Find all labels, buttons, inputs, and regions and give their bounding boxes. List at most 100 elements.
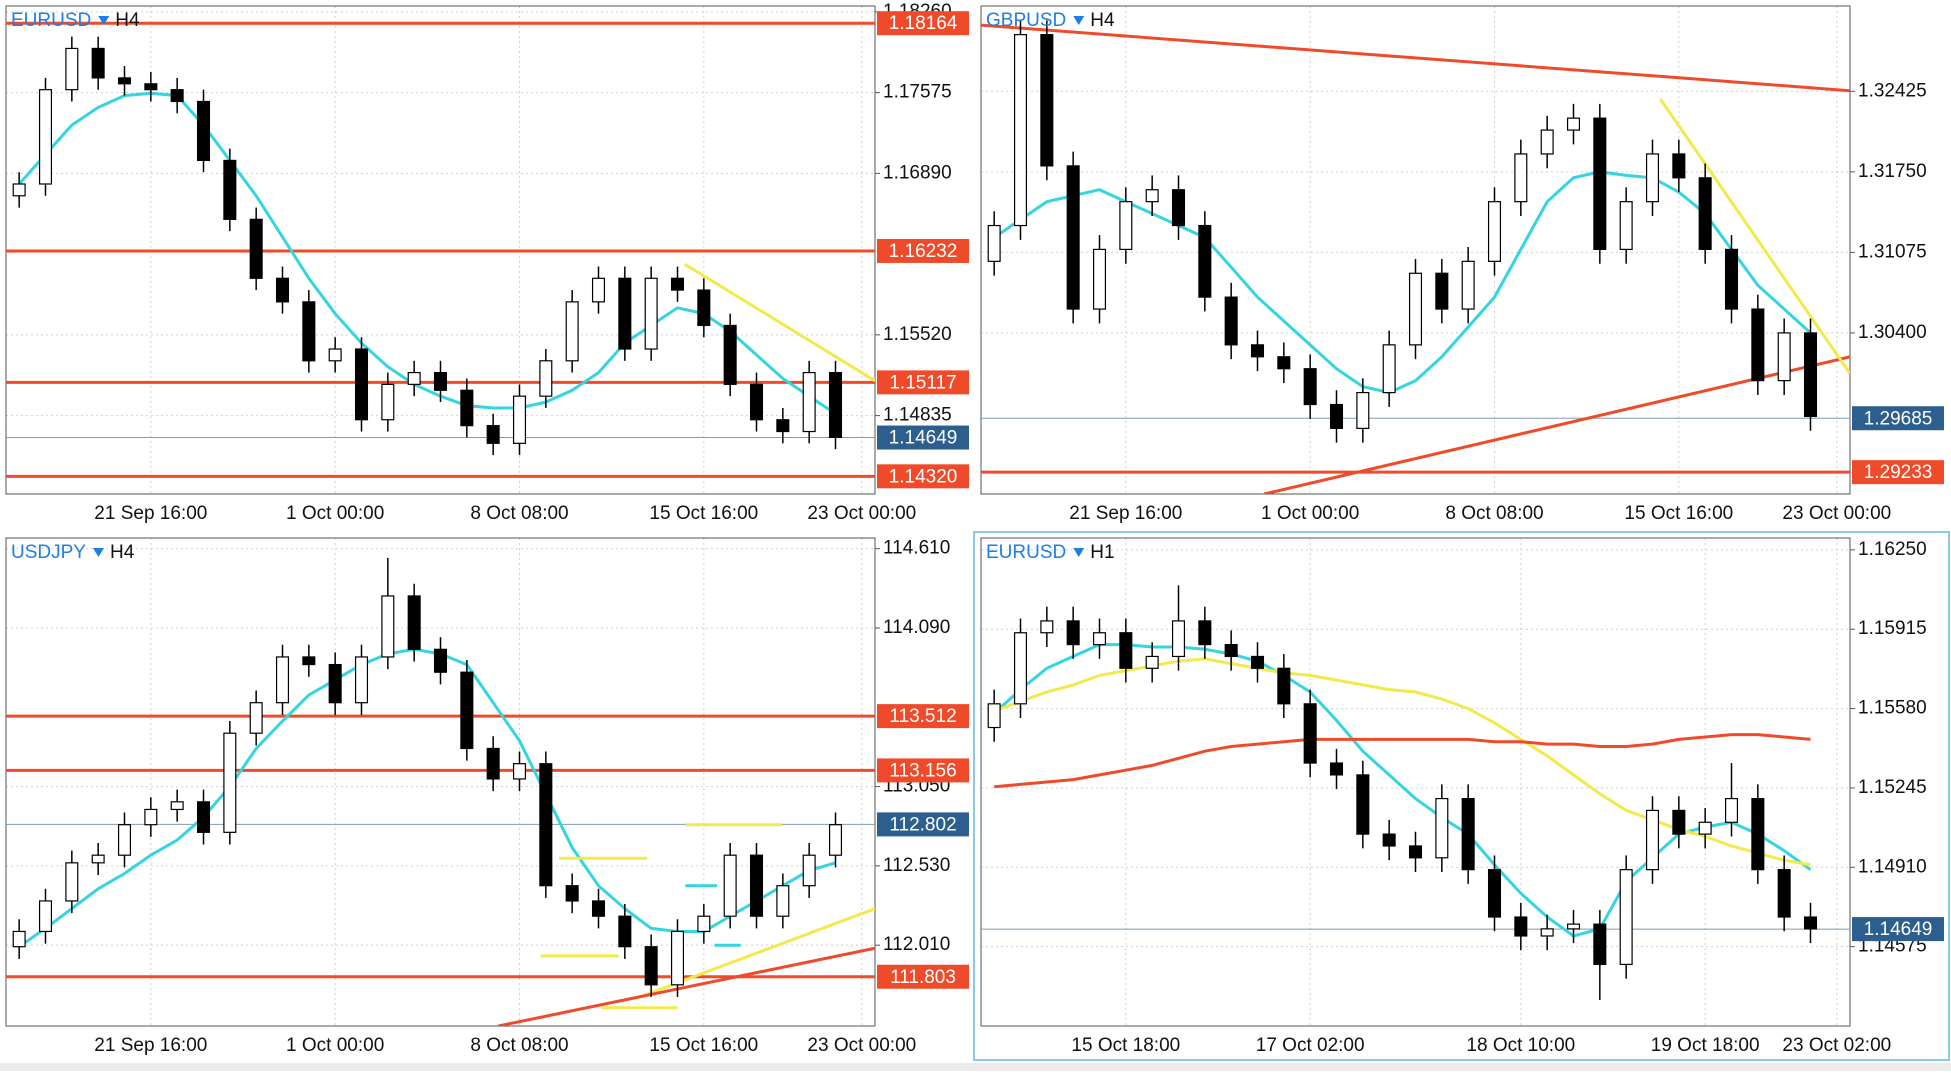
x-tick-label: 21 Sep 16:00 bbox=[1069, 503, 1182, 524]
candle-body bbox=[1408, 272, 1423, 346]
candle-body bbox=[1145, 655, 1159, 669]
candle-body bbox=[1277, 667, 1291, 705]
candle-body bbox=[618, 277, 632, 350]
candle-body bbox=[828, 371, 843, 439]
candle-body bbox=[1198, 620, 1212, 646]
candle-body bbox=[1224, 644, 1238, 658]
candle-body bbox=[987, 224, 1001, 262]
x-tick-label: 19 Oct 18:00 bbox=[1651, 1035, 1760, 1056]
candle-body bbox=[196, 100, 211, 162]
candle-body bbox=[1356, 391, 1370, 429]
candle-body bbox=[1145, 189, 1159, 203]
active-frame bbox=[973, 531, 1950, 1061]
current-price-label: 1.14649 bbox=[889, 428, 958, 449]
plot-content bbox=[6, 557, 875, 1026]
candle-body bbox=[1751, 308, 1765, 382]
chart-panel: 21 Sep 16:00 1 Oct 00:00 8 Oct 08:00 15 Oct… bbox=[5, 537, 969, 1056]
candle-body bbox=[1514, 916, 1528, 937]
symbol-dropdown bbox=[1073, 16, 1085, 25]
candle-body bbox=[1092, 632, 1107, 646]
current-price-label: 1.14649 bbox=[1864, 919, 1933, 940]
symbol-dropdown bbox=[1073, 548, 1085, 557]
candle-body bbox=[723, 854, 737, 917]
level-label: 113.512 bbox=[889, 706, 956, 727]
candle-body bbox=[828, 824, 843, 856]
candle-body bbox=[486, 425, 500, 444]
candle-body bbox=[170, 801, 184, 811]
candle-body bbox=[697, 289, 711, 327]
candle-body bbox=[802, 371, 816, 433]
level-label-box bbox=[877, 758, 969, 783]
candle-body bbox=[144, 808, 158, 826]
candle-body bbox=[539, 360, 553, 397]
y-tick-label: 1.31750 bbox=[1858, 161, 1927, 182]
y-tick-label: 1.16250 bbox=[1858, 539, 1927, 560]
candle-body bbox=[117, 77, 132, 85]
x-tick-label: 21 Sep 16:00 bbox=[94, 503, 207, 524]
candle-body bbox=[591, 277, 606, 303]
timeframe: H1 bbox=[1090, 542, 1114, 563]
candle-body bbox=[802, 854, 816, 887]
candle-body bbox=[223, 159, 237, 220]
candle-body bbox=[1066, 620, 1080, 646]
candle-body bbox=[512, 395, 527, 444]
candle-body bbox=[1408, 845, 1423, 859]
candle-body bbox=[1540, 129, 1554, 155]
y-tick-label: 1.14835 bbox=[883, 405, 952, 426]
candle-body bbox=[302, 656, 316, 666]
y-tick-label: 1.15915 bbox=[1858, 618, 1927, 639]
x-tick-label: 1 Oct 00:00 bbox=[1261, 503, 1359, 524]
candle-body bbox=[1329, 403, 1344, 429]
candle-body bbox=[1487, 869, 1502, 918]
symbol: EURUSD bbox=[11, 10, 91, 31]
x-tick-label: 1 Oct 00:00 bbox=[286, 1035, 384, 1056]
candle-body bbox=[354, 348, 369, 421]
candle-body bbox=[1566, 117, 1581, 131]
plot-content bbox=[6, 21, 875, 478]
candle-body bbox=[275, 277, 290, 303]
level-label: 1.18164 bbox=[889, 13, 958, 34]
candle-body bbox=[1040, 34, 1054, 167]
bottom-strip bbox=[0, 1063, 1951, 1071]
candle-body bbox=[381, 383, 395, 421]
y-tick-label: 1.15520 bbox=[883, 324, 952, 345]
candle-body bbox=[1672, 809, 1686, 835]
x-tick-label: 15 Oct 16:00 bbox=[649, 503, 758, 524]
trendline bbox=[1659, 98, 1850, 375]
level-label-box bbox=[877, 11, 969, 36]
candle-body bbox=[1277, 356, 1291, 370]
chart-panel: 21 Sep 16:00 1 Oct 00:00 8 Oct 08:00 15 Oct… bbox=[980, 5, 1944, 524]
candle-body bbox=[328, 348, 342, 362]
chart-panel: 21 Sep 16:00 1 Oct 00:00 8 Oct 08:00 15 Oct… bbox=[5, 1, 969, 524]
level-label: 1.29233 bbox=[1864, 462, 1933, 483]
chart-panel: 15 Oct 18:00 17 Oct 02:00 18 Oct 10:00 19 O… bbox=[980, 537, 1944, 1056]
candle-body bbox=[170, 89, 184, 103]
y-tick-label: 1.32425 bbox=[1858, 80, 1927, 101]
y-tick-label: 1.15580 bbox=[1858, 698, 1927, 719]
y-tick-label: 1.15245 bbox=[1858, 777, 1927, 798]
candle-body bbox=[1514, 153, 1528, 203]
level-label: 1.15117 bbox=[889, 372, 956, 393]
candle-body bbox=[460, 671, 474, 750]
candle-body bbox=[1593, 923, 1607, 966]
level-label-box bbox=[877, 964, 969, 989]
candle-body bbox=[460, 389, 474, 427]
candle-body bbox=[196, 801, 211, 833]
timeframe: H4 bbox=[1090, 10, 1115, 31]
candle-body bbox=[723, 324, 737, 385]
candle-body bbox=[591, 900, 606, 917]
current-price-label: 1.29685 bbox=[1864, 408, 1933, 429]
candle-body bbox=[1171, 620, 1186, 658]
candle-body bbox=[1198, 224, 1212, 298]
candle-body bbox=[1303, 703, 1317, 764]
timeframe: H4 bbox=[115, 10, 140, 31]
candle-body bbox=[1619, 869, 1633, 966]
candle-body bbox=[749, 383, 764, 421]
candle-body bbox=[12, 183, 26, 197]
current-price-box bbox=[877, 425, 969, 450]
x-tick-label: 17 Oct 02:00 bbox=[1256, 1035, 1365, 1056]
y-tick-label: 112.010 bbox=[883, 934, 950, 955]
candle-body bbox=[117, 824, 132, 856]
candle-body bbox=[776, 419, 790, 433]
candle-body bbox=[1435, 797, 1449, 859]
